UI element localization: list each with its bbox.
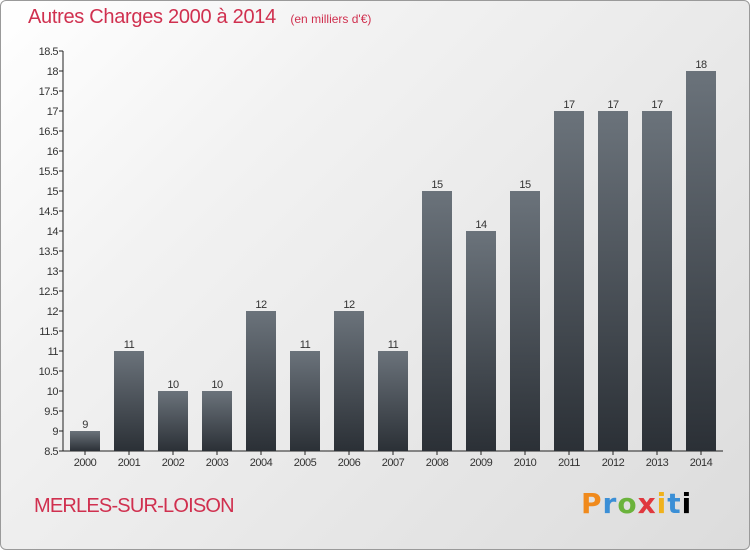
bar: [598, 111, 628, 451]
data-label: 12: [343, 299, 355, 311]
bar: [158, 391, 188, 451]
bars-layer: [70, 71, 716, 451]
bar: [202, 391, 232, 451]
logo-letter: o: [617, 487, 638, 520]
x-tick-label: 2009: [470, 457, 493, 469]
y-tick-label: 12: [47, 306, 59, 318]
logo-letter: t: [667, 487, 682, 520]
bar: [334, 311, 364, 451]
bar: [70, 431, 100, 451]
x-tick-label: 2002: [162, 457, 185, 469]
x-tick-label: 2012: [602, 457, 625, 469]
chart-title: Autres Charges 2000 à 2014: [28, 6, 276, 28]
bar: [290, 351, 320, 451]
data-label: 12: [255, 299, 267, 311]
data-label: 10: [211, 379, 223, 391]
y-tick-label: 10.5: [39, 366, 59, 378]
y-tick-label: 13: [47, 266, 59, 278]
data-label: 15: [519, 179, 531, 191]
data-label: 11: [388, 339, 399, 351]
x-tick-label: 2008: [426, 457, 449, 469]
y-tick-label: 9.5: [44, 406, 58, 418]
data-labels-layer: 9 11 10 10 12 11 12 11 15 14 15 17 17 17 18: [82, 59, 707, 431]
data-label: 17: [607, 99, 619, 111]
y-tick-label: 14.5: [39, 206, 59, 218]
y-tick-label: 17.5: [39, 86, 59, 98]
y-tick-label: 16: [47, 146, 59, 158]
bar: [246, 311, 276, 451]
chart-subtitle: (en milliers d'€): [290, 12, 372, 26]
x-tick-label: 2001: [118, 457, 141, 469]
bar: [554, 111, 584, 451]
y-tick-label: 15: [47, 186, 59, 198]
bar: [114, 351, 144, 451]
logo-letter: i: [656, 487, 668, 520]
data-label: 18: [695, 59, 707, 71]
bar: [510, 191, 540, 451]
x-tick-label: 2003: [206, 457, 229, 469]
title-row: Autres Charges 2000 à 2014 (en milliers …: [28, 6, 371, 29]
y-tick-label: 9: [52, 426, 58, 438]
y-tick-label: 14: [47, 226, 59, 238]
bar: [642, 111, 672, 451]
logo-letter: x: [637, 487, 657, 520]
x-tick-label: 2013: [646, 457, 669, 469]
data-label: 17: [563, 99, 575, 111]
data-label: 14: [475, 219, 487, 231]
logo-letter: i: [681, 487, 693, 520]
y-tick-label: 11.5: [39, 326, 58, 338]
logo-letter: P: [581, 487, 603, 520]
y-tick-label: 16.5: [39, 126, 59, 138]
bar: [422, 191, 452, 451]
data-label: 11: [124, 339, 135, 351]
bar: [378, 351, 408, 451]
logo-letter: r: [602, 487, 618, 520]
x-tick-label: 2006: [338, 457, 361, 469]
y-tick-label: 18: [47, 66, 59, 78]
y-tick-label: 13.5: [39, 246, 59, 258]
y-tick-label: 12.5: [39, 286, 59, 298]
x-tick-label: 2011: [558, 457, 580, 469]
bar: [686, 71, 716, 451]
data-label: 17: [651, 99, 663, 111]
data-label: 11: [300, 339, 311, 351]
y-tick-label: 11: [48, 346, 59, 358]
y-tick-label: 17: [47, 106, 59, 118]
commune-name: MERLES-SUR-LOISON: [34, 495, 235, 517]
data-label: 15: [431, 179, 443, 191]
y-tick-label: 18.5: [39, 46, 59, 58]
y-tick-label: 8.5: [44, 446, 58, 458]
x-tick-label: 2000: [74, 457, 97, 469]
x-tick-label: 2007: [382, 457, 405, 469]
data-label: 9: [82, 419, 88, 431]
x-tick-label: 2010: [514, 457, 537, 469]
x-tick-label: 2014: [690, 457, 713, 469]
data-label: 10: [167, 379, 179, 391]
x-tick-label: 2005: [294, 457, 317, 469]
y-tick-label: 15.5: [39, 166, 59, 178]
proxiti-logo[interactable]: Proxiti: [581, 487, 692, 520]
x-tick-label: 2004: [250, 457, 273, 469]
bar: [466, 231, 496, 451]
y-tick-label: 10: [47, 386, 59, 398]
